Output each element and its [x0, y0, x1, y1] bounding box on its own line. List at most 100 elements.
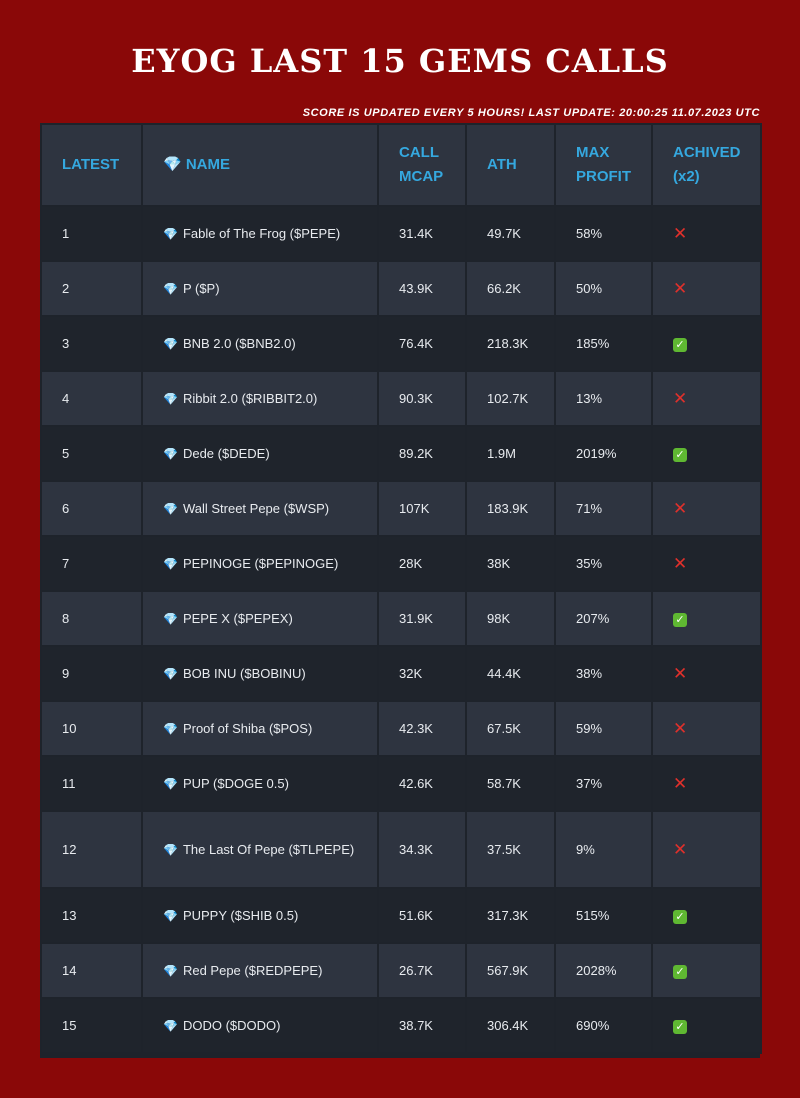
cell-call-mcap: 34.3K	[377, 810, 467, 889]
cell-max-profit: 13%	[554, 370, 653, 427]
gem-name: PEPE X ($PEPEX)	[182, 610, 293, 626]
table-row: 10 💎 Proof of Shiba ($POS) 42.3K 67.5K 59% ✕	[40, 700, 762, 757]
cell-name: 💎 Red Pepe ($REDPEPE)	[141, 942, 379, 999]
cell-ath: 67.5K	[465, 700, 556, 757]
cell-call-mcap: 42.6K	[377, 755, 467, 812]
gem-name: Red Pepe ($REDPEPE)	[182, 962, 323, 978]
gem-icon: 💎	[163, 908, 178, 923]
cell-max-profit: 58%	[554, 205, 653, 262]
cell-achived: ✕	[651, 370, 762, 427]
gems-table-container: LATEST 💎 NAME CALL MCAP ATH MAX PROFIT A…	[40, 123, 762, 1058]
table-row: 9 💎 BOB INU ($BOBINU) 32K 44.4K 38% ✕	[40, 645, 762, 702]
header-call-mcap: CALL MCAP	[377, 123, 467, 207]
cell-max-profit: 690%	[554, 997, 653, 1054]
gem-name: Proof of Shiba ($POS)	[182, 720, 313, 736]
cell-ath: 102.7K	[465, 370, 556, 427]
cell-latest: 7	[40, 535, 143, 592]
gem-icon: 💎	[163, 501, 178, 516]
gem-name: Dede ($DEDE)	[182, 445, 270, 461]
table-row: 15 💎 DODO ($DODO) 38.7K 306.4K 690% ✓	[40, 997, 762, 1054]
gem-icon: 💎	[163, 391, 178, 406]
cell-call-mcap: 43.9K	[377, 260, 467, 317]
table-row: 5 💎 Dede ($DEDE) 89.2K 1.9M 2019% ✓	[40, 425, 762, 482]
cell-call-mcap: 51.6K	[377, 887, 467, 944]
cell-achived: ✓	[651, 590, 762, 647]
cross-mark-icon: ✕	[673, 663, 688, 683]
cross-mark-icon: ✕	[673, 718, 688, 738]
cell-achived: ✓	[651, 315, 762, 372]
check-mark-icon: ✓	[673, 910, 687, 924]
cell-achived: ✕	[651, 205, 762, 262]
cross-mark-icon: ✕	[673, 839, 688, 859]
cell-latest: 9	[40, 645, 143, 702]
cell-latest: 14	[40, 942, 143, 999]
cell-achived: ✕	[651, 810, 762, 889]
gems-table: LATEST 💎 NAME CALL MCAP ATH MAX PROFIT A…	[40, 123, 762, 1054]
cell-ath: 38K	[465, 535, 556, 592]
gem-name: The Last Of Pepe ($TLPEPE)	[182, 841, 355, 857]
header-achived: ACHIVED (x2)	[651, 123, 762, 207]
cell-call-mcap: 31.9K	[377, 590, 467, 647]
cell-latest: 8	[40, 590, 143, 647]
cell-max-profit: 59%	[554, 700, 653, 757]
cell-ath: 1.9M	[465, 425, 556, 482]
table-row: 8 💎 PEPE X ($PEPEX) 31.9K 98K 207% ✓	[40, 590, 762, 647]
table-row: 7 💎 PEPINOGE ($PEPINOGE) 28K 38K 35% ✕	[40, 535, 762, 592]
cross-mark-icon: ✕	[673, 278, 688, 298]
table-header-row: LATEST 💎 NAME CALL MCAP ATH MAX PROFIT A…	[40, 123, 762, 207]
cell-latest: 6	[40, 480, 143, 537]
cell-call-mcap: 32K	[377, 645, 467, 702]
check-mark-icon: ✓	[673, 1020, 687, 1034]
table-row: 12 💎 The Last Of Pepe ($TLPEPE) 34.3K 37.5K 9…	[40, 810, 762, 889]
cross-mark-icon: ✕	[673, 498, 688, 518]
cell-achived: ✕	[651, 645, 762, 702]
update-note: SCORE IS UPDATED EVERY 5 HOURS! LAST UPD…	[302, 107, 760, 119]
cell-latest: 13	[40, 887, 143, 944]
cross-mark-icon: ✕	[673, 773, 688, 793]
cell-call-mcap: 31.4K	[377, 205, 467, 262]
cell-ath: 37.5K	[465, 810, 556, 889]
gem-name: BOB INU ($BOBINU)	[182, 665, 306, 681]
table-row: 1 💎 Fable of The Frog ($PEPE) 31.4K 49.7K 58%…	[40, 205, 762, 262]
gem-icon: 💎	[163, 721, 178, 736]
gem-icon: 💎	[163, 611, 178, 626]
cell-achived: ✓	[651, 887, 762, 944]
cell-achived: ✕	[651, 700, 762, 757]
header-latest: LATEST	[40, 123, 143, 207]
cell-max-profit: 515%	[554, 887, 653, 944]
cell-max-profit: 185%	[554, 315, 653, 372]
check-mark-icon: ✓	[673, 448, 687, 462]
cell-achived: ✓	[651, 425, 762, 482]
gem-icon: 💎	[163, 226, 178, 241]
cell-call-mcap: 89.2K	[377, 425, 467, 482]
cell-achived: ✕	[651, 535, 762, 592]
header-ath: ATH	[465, 123, 556, 207]
cell-achived: ✓	[651, 997, 762, 1054]
gem-name: P ($P)	[182, 280, 220, 296]
cell-name: 💎 The Last Of Pepe ($TLPEPE)	[141, 810, 379, 889]
cell-max-profit: 2028%	[554, 942, 653, 999]
gem-icon: 💎	[163, 842, 178, 857]
cell-max-profit: 38%	[554, 645, 653, 702]
gem-name: PUPPY ($SHIB 0.5)	[182, 907, 299, 923]
cell-max-profit: 35%	[554, 535, 653, 592]
gem-name: DODO ($DODO)	[182, 1017, 281, 1033]
header-name: 💎 NAME	[141, 123, 379, 207]
cell-achived: ✕	[651, 260, 762, 317]
cell-max-profit: 9%	[554, 810, 653, 889]
cell-max-profit: 71%	[554, 480, 653, 537]
gem-name: PEPINOGE ($PEPINOGE)	[182, 555, 339, 571]
cell-ath: 49.7K	[465, 205, 556, 262]
gem-icon: 💎	[163, 963, 178, 978]
cell-ath: 98K	[465, 590, 556, 647]
cell-name: 💎 Dede ($DEDE)	[141, 425, 379, 482]
cell-ath: 567.9K	[465, 942, 556, 999]
cell-name: 💎 PEPINOGE ($PEPINOGE)	[141, 535, 379, 592]
gem-icon: 💎	[163, 666, 178, 681]
cell-latest: 15	[40, 997, 143, 1054]
gem-icon: 💎	[163, 281, 178, 296]
table-row: 3 💎 BNB 2.0 ($BNB2.0) 76.4K 218.3K 185% ✓	[40, 315, 762, 372]
cell-latest: 5	[40, 425, 143, 482]
table-row: 14 💎 Red Pepe ($REDPEPE) 26.7K 567.9K 2028% ✓	[40, 942, 762, 999]
cell-latest: 4	[40, 370, 143, 427]
